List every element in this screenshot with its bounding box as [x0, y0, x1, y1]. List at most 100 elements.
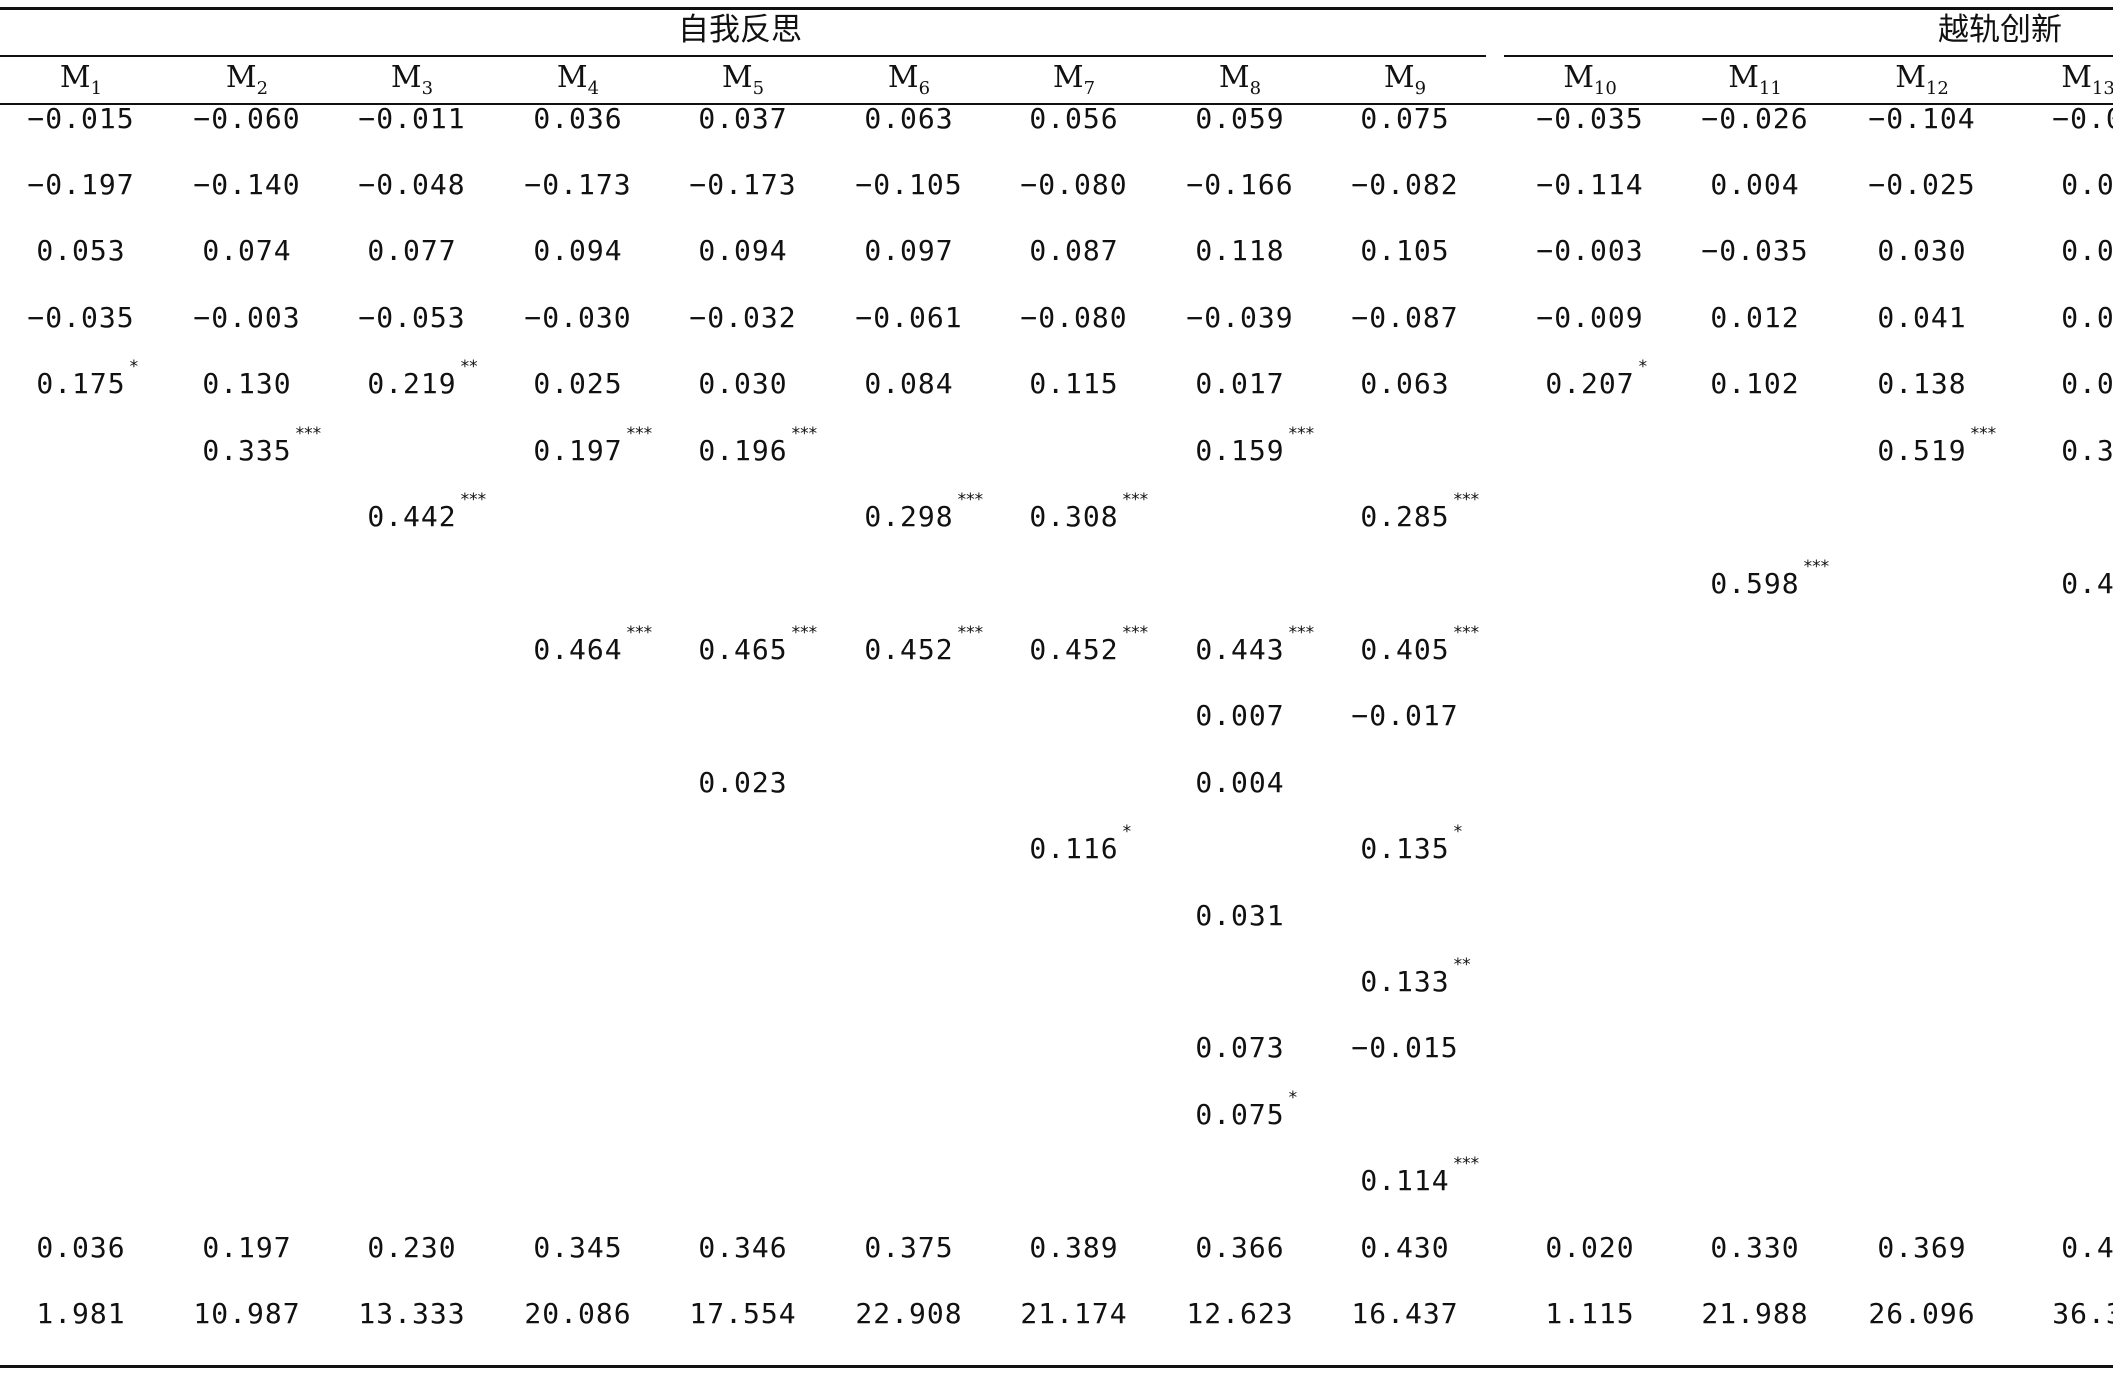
model-header-6: M6	[844, 58, 974, 109]
table-cell: 22.908	[819, 1296, 999, 1332]
cell-value: −0.166	[1186, 168, 1294, 201]
model-subscript: 6	[918, 78, 931, 99]
table-cell: 0.115	[984, 366, 1164, 402]
model-letter: M	[390, 60, 422, 95]
cell-value: 1.115	[1545, 1297, 1635, 1330]
cell-value: 0.430	[1360, 1231, 1450, 1264]
table-cell: 0.036	[488, 101, 668, 137]
cell-value: 0.369	[1877, 1231, 1967, 1264]
cell-value: −0.080	[1020, 301, 1128, 334]
table-cell: −0.114	[1500, 167, 1680, 203]
cell-value: 22.908	[855, 1297, 963, 1330]
table-cell: −0.048	[322, 167, 502, 203]
table-cell: 0.077	[322, 233, 502, 269]
table-cell: 0.330	[1665, 1230, 1845, 1266]
cell-value: 0.4	[2061, 567, 2113, 600]
model-subscript: 11	[1758, 78, 1782, 99]
cell-value: 0.130	[202, 367, 292, 400]
cell-value: 0.335 ***	[202, 424, 322, 468]
cell-value: −0.003	[193, 301, 301, 334]
cell-value: 13.333	[358, 1297, 466, 1330]
table-cell: −0.026	[1665, 101, 1845, 137]
table-cell: −0.197	[0, 167, 171, 203]
cell-value: 0.175 *	[36, 357, 139, 401]
top-rule	[0, 7, 2113, 10]
cell-value: 0.012	[1710, 301, 1800, 334]
model-header-12: M12	[1857, 58, 1987, 109]
significance-mark: ***	[1803, 557, 1830, 577]
cell-value: 0.138	[1877, 367, 1967, 400]
cell-value: 0.116 *	[1029, 822, 1132, 866]
model-letter: M	[887, 60, 919, 95]
table-cell: 0.084	[819, 366, 999, 402]
table-cell: −0.032	[653, 300, 833, 336]
cell-value: −0.048	[358, 168, 466, 201]
cell-value: 0.442 ***	[367, 490, 487, 534]
table-cell: 0.197 ***	[488, 426, 668, 469]
table-cell: −0.009	[1500, 300, 1680, 336]
cell-value: −0.0	[2052, 102, 2113, 135]
cell-value: 0.105	[1360, 234, 1450, 267]
table-cell: −0.080	[984, 300, 1164, 336]
table-cell: 0.308 ***	[984, 492, 1164, 535]
model-subscript: 4	[587, 78, 600, 99]
model-letter: M	[2061, 60, 2092, 95]
group-underline-self-reflection	[0, 55, 1486, 57]
model-header-1: M1	[16, 58, 146, 109]
significance-mark: *	[129, 357, 139, 377]
cell-value: 0.464 ***	[533, 623, 653, 667]
cell-value: −0.011	[358, 102, 466, 135]
cell-value: 1.981	[36, 1297, 126, 1330]
cell-value: 0.007	[1195, 699, 1285, 732]
cell-value: −0.035	[1536, 102, 1644, 135]
table-cell: −0.173	[653, 167, 833, 203]
table-cell: −0.003	[157, 300, 337, 336]
cell-value: 0.063	[864, 102, 954, 135]
cell-value: −0.114	[1536, 168, 1644, 201]
significance-mark: *	[1288, 1088, 1298, 1108]
cell-value: 26.096	[1868, 1297, 1976, 1330]
cell-value: 16.437	[1351, 1297, 1459, 1330]
table-cell: 0.041	[1832, 300, 2012, 336]
cell-value: −0.080	[1020, 168, 1128, 201]
significance-mark: ***	[1453, 623, 1480, 643]
table-cell: 0.138	[1832, 366, 2012, 402]
model-header-8: M8	[1175, 58, 1305, 109]
cell-value: −0.030	[524, 301, 632, 334]
model-letter: M	[1895, 60, 1926, 95]
group-title-deviant-innovation: 越轨创新	[1938, 12, 2062, 48]
model-header-3: M3	[347, 58, 477, 109]
table-cell: 0.369	[1832, 1230, 2012, 1266]
table-cell: 0.345	[488, 1230, 668, 1266]
cell-value: 0.004	[1710, 168, 1800, 201]
cell-value: 0.366	[1195, 1231, 1285, 1264]
cell-value: 0.030	[698, 367, 788, 400]
cell-value: −0.035	[27, 301, 135, 334]
significance-mark: ***	[1122, 623, 1149, 643]
table-cell: 0.031	[1150, 898, 1330, 934]
cell-value: 0.207 *	[1545, 357, 1648, 401]
table-cell: 0.074	[157, 233, 337, 269]
cell-value: 0.037	[698, 102, 788, 135]
model-subscript: 8	[1249, 78, 1262, 99]
cell-value: 10.987	[193, 1297, 301, 1330]
cell-value: −0.140	[193, 168, 301, 201]
cell-value: −0.104	[1868, 102, 1976, 135]
model-header-2: M2	[182, 58, 312, 109]
table-cell: 0.335 ***	[157, 424, 337, 469]
table-cell: 0.102	[1665, 366, 1845, 402]
table-cell: 0.405 ***	[1315, 625, 1495, 668]
cell-value: 0.017	[1195, 367, 1285, 400]
cell-value: 0.004	[1195, 766, 1285, 799]
table-cell: 0.007	[1150, 698, 1330, 734]
table-cell: −0.105	[819, 167, 999, 203]
cell-value: 17.554	[689, 1297, 797, 1330]
cell-value: 0.443 ***	[1195, 623, 1315, 667]
cell-value: 0.389	[1029, 1231, 1119, 1264]
table-cell: 0.452 ***	[984, 625, 1164, 668]
model-header-5: M5	[678, 58, 808, 109]
bottom-rule	[0, 1365, 2113, 1368]
cell-value: 0.285 ***	[1360, 490, 1480, 534]
table-cell: 20.086	[488, 1296, 668, 1332]
significance-mark: ***	[1122, 490, 1149, 510]
